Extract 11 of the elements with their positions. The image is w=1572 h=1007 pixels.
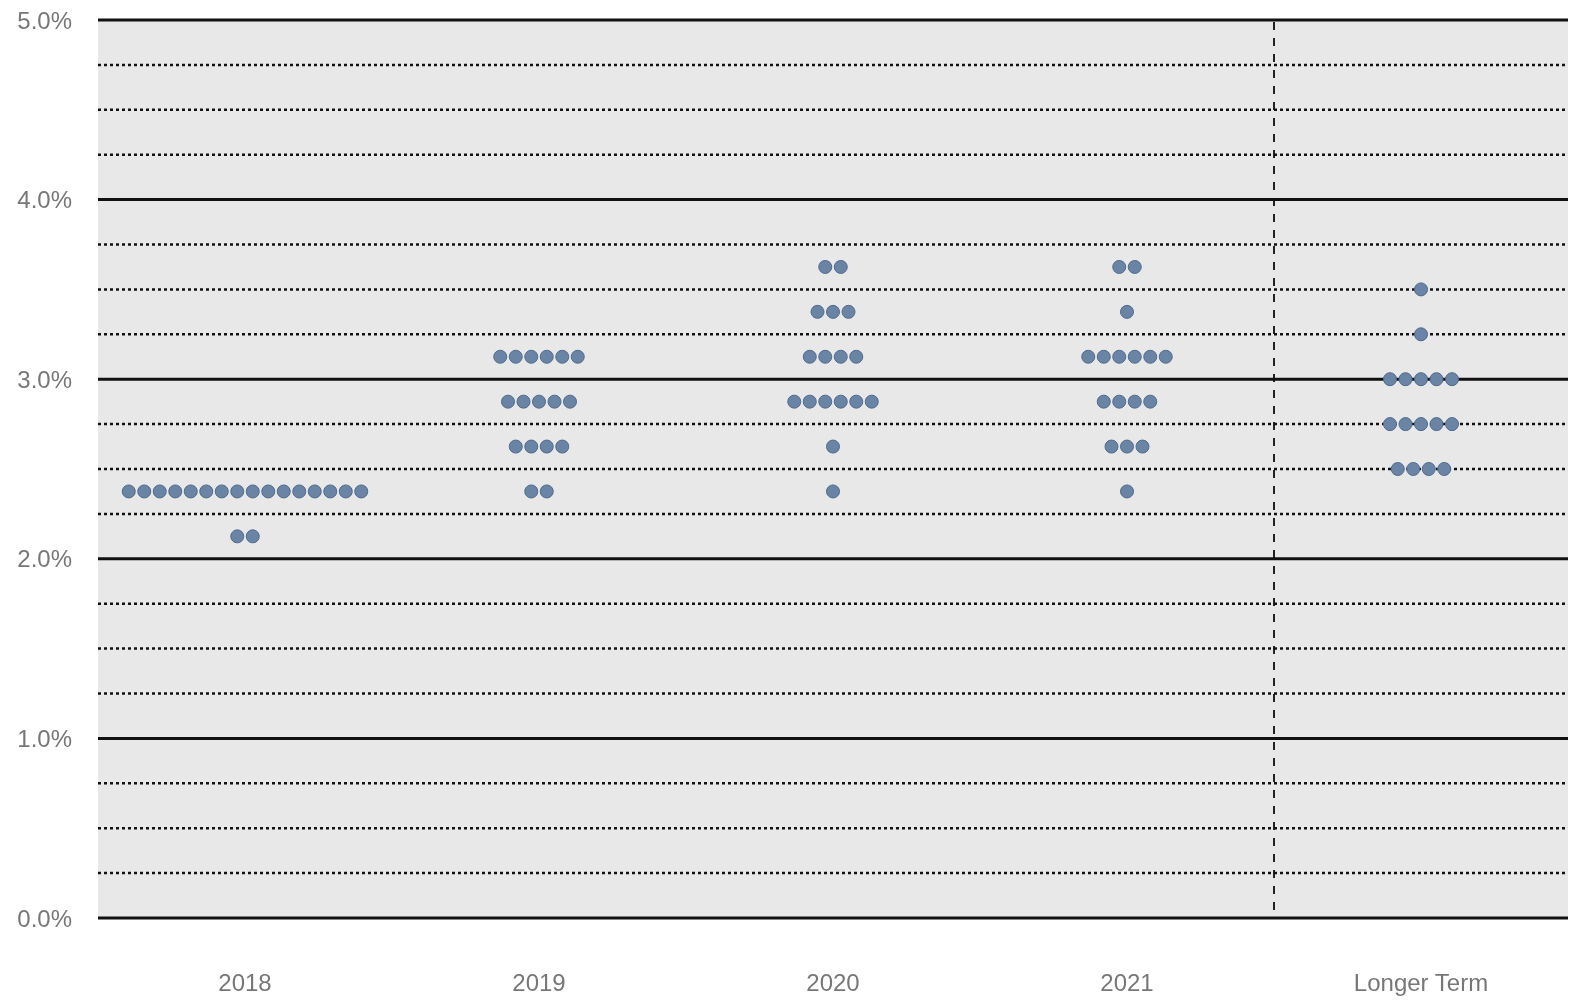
x-tick-label: 2018: [218, 969, 272, 997]
y-tick-label: 1.0%: [17, 724, 72, 752]
x-tick-label: Longer Term: [1353, 969, 1489, 997]
x-tick-label: 2019: [512, 969, 566, 997]
y-tick-label: 5.0%: [17, 6, 72, 34]
x-tick-label: 2021: [1100, 969, 1154, 997]
x-tick-label: 2020: [806, 969, 860, 997]
y-tick-label: 4.0%: [17, 186, 72, 214]
y-tick-label: 3.0%: [17, 365, 72, 393]
y-tick-label: 0.0%: [17, 904, 72, 932]
y-tick-label: 2.0%: [17, 545, 72, 573]
